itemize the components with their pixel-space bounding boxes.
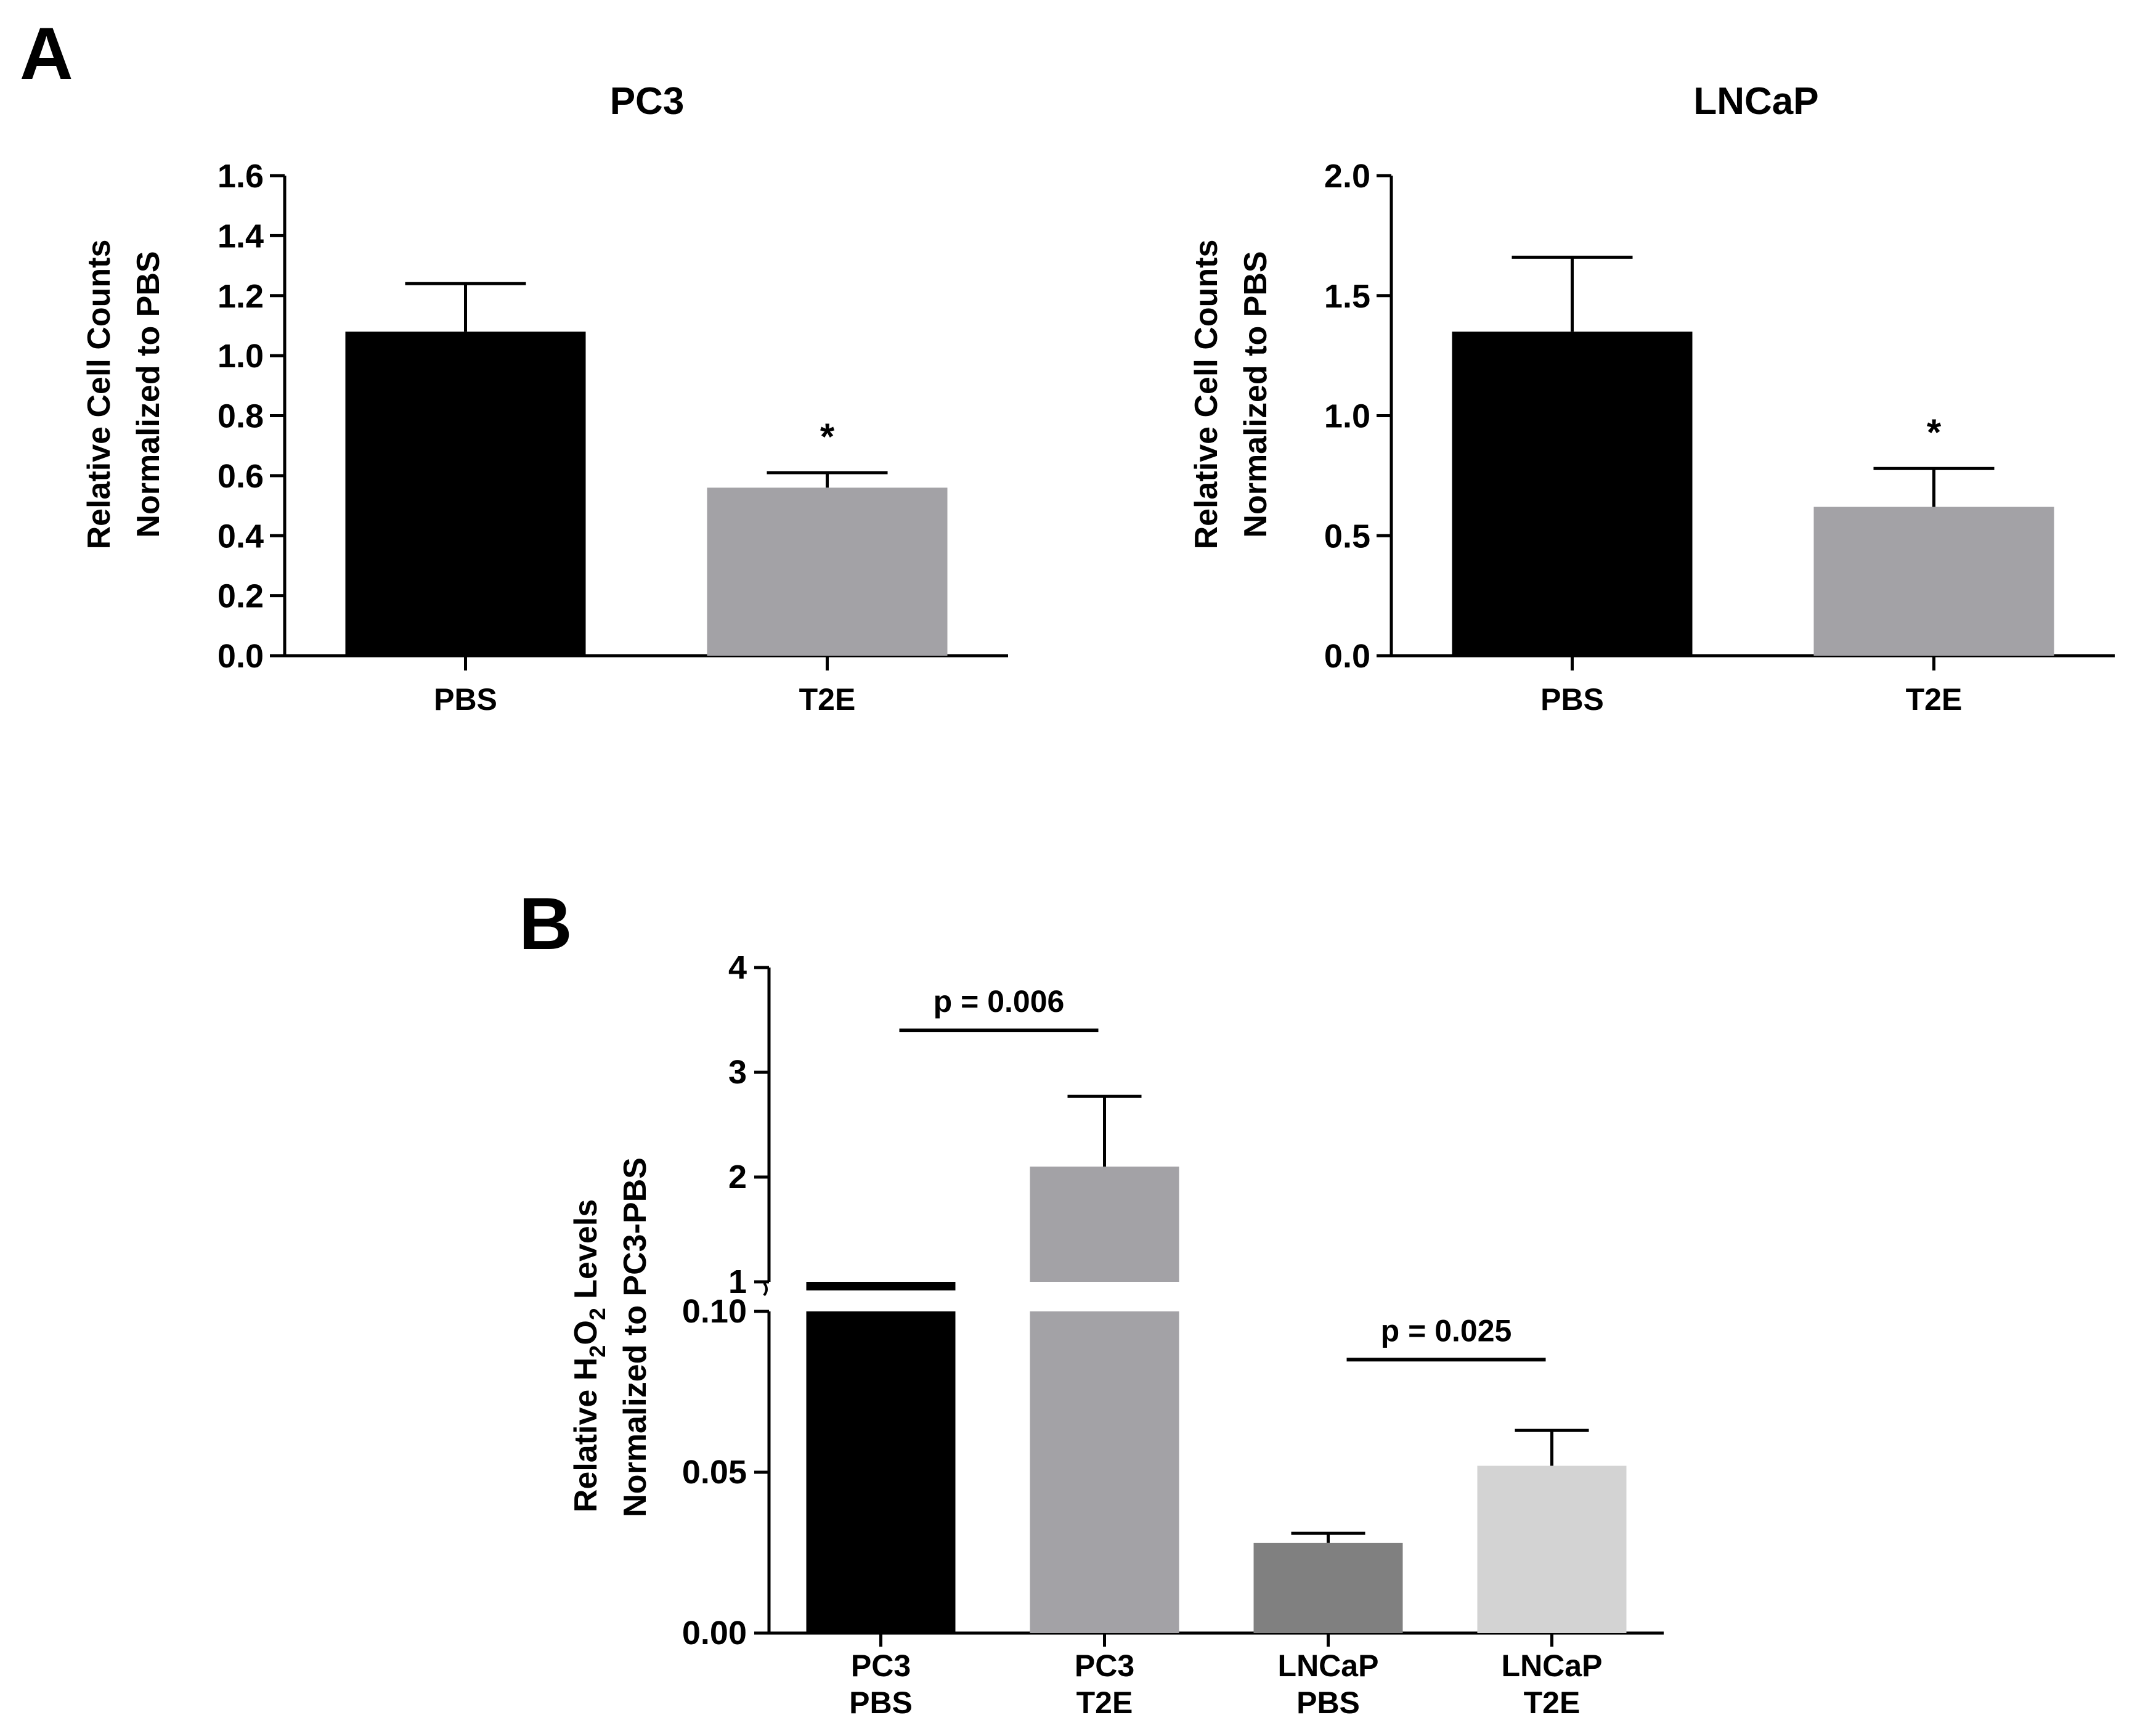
bar-lncap-pbs (1253, 1542, 1403, 1633)
y-axis-title-post: Levels (568, 1199, 604, 1308)
significance-star: * (1927, 412, 1942, 453)
y-tick-label-upper: 4 (728, 949, 747, 986)
bar-pbs (345, 332, 586, 656)
y-tick-label: 0.8 (218, 398, 264, 435)
bar-pc3-pbs-lower (806, 1311, 956, 1633)
x-tick-label-line2: PBS (1296, 1685, 1360, 1720)
y-tick-label: 1.2 (218, 278, 264, 315)
bar-pc3-t2e-upper (1030, 1167, 1179, 1282)
y-tick-label-upper: 1 (728, 1263, 747, 1300)
y-axis-title-mid: O (568, 1320, 604, 1345)
y-axis-title-pre: Relative H (568, 1358, 604, 1512)
chart-title: LNCaP (1693, 80, 1818, 123)
y-tick-label: 0.5 (1324, 518, 1370, 555)
bar-t2e (1813, 507, 2054, 656)
y-axis-title-line2: Normalized to PBS (1238, 251, 1274, 537)
y-tick-label-lower: 0.00 (682, 1615, 747, 1652)
bar-pc3-t2e-lower (1030, 1311, 1179, 1633)
chart-title: PC3 (610, 80, 685, 123)
y-axis-title-line1: Relative Cell Counts (1189, 240, 1224, 550)
x-tick-label-line1: LNCaP (1502, 1648, 1603, 1683)
x-tick-label: PBS (1540, 682, 1604, 717)
x-tick-label-line1: PC3 (851, 1648, 911, 1683)
x-tick-label: T2E (1906, 682, 1963, 717)
p-value-label: p = 0.025 (1381, 1313, 1512, 1348)
y-tick-label-lower: 0.10 (682, 1293, 747, 1330)
chart-pc3-cell-counts: PC3 Relative Cell Counts Normalized to P… (81, 80, 1008, 717)
chart-h2o2-levels: Relative H2O2 Levels Normalized to PC3-P… (568, 949, 1664, 1720)
y-tick-label: 0.6 (218, 458, 264, 495)
y-axis-title-line1: Relative H2O2 Levels (568, 1199, 610, 1512)
y-axis-title-sub2: 2 (585, 1308, 610, 1320)
y-axis-title-line1: Relative Cell Counts (81, 240, 117, 550)
panel-label-a: A (20, 12, 73, 95)
y-tick-label: 1.0 (218, 338, 264, 375)
y-tick-label: 0.4 (218, 518, 264, 555)
x-tick-label: T2E (799, 682, 856, 717)
y-axis-title-line2: Normalized to PC3-PBS (617, 1157, 653, 1517)
y-tick-label-lower: 0.05 (682, 1454, 747, 1491)
x-tick-label-line2: T2E (1524, 1685, 1581, 1720)
y-tick-label: 0.2 (218, 578, 264, 615)
y-tick-label: 0.0 (1324, 638, 1370, 675)
p-value-label: p = 0.006 (934, 984, 1065, 1019)
y-tick-label: 2.0 (1324, 158, 1370, 195)
bar-t2e (707, 487, 948, 656)
y-axis-title-line2: Normalized to PBS (131, 251, 166, 537)
significance-star: * (820, 416, 835, 457)
bar-pc3-pbs-upper (806, 1282, 956, 1290)
y-tick-label: 1.0 (1324, 398, 1370, 435)
y-tick-label: 1.6 (218, 158, 264, 195)
x-tick-label-line1: LNCaP (1278, 1648, 1379, 1683)
x-tick-label: PBS (434, 682, 497, 717)
x-tick-label-line1: PC3 (1075, 1648, 1134, 1683)
chart-lncap-cell-counts: LNCaP Relative Cell Counts Normalized to… (1189, 80, 2115, 717)
y-axis-title-sub1: 2 (585, 1345, 610, 1358)
x-tick-label-line2: PBS (849, 1685, 913, 1720)
y-tick-label: 0.0 (218, 638, 264, 675)
y-tick-label-upper: 3 (728, 1054, 747, 1091)
x-tick-label-line2: T2E (1076, 1685, 1133, 1720)
axis-break-mark (763, 1282, 768, 1297)
bar-pbs (1452, 332, 1693, 656)
y-tick-label: 1.5 (1324, 278, 1370, 315)
bar-lncap-t2e (1477, 1465, 1627, 1633)
panel-label-b: B (519, 882, 572, 965)
y-tick-label: 1.4 (218, 218, 264, 255)
y-tick-label-upper: 2 (728, 1159, 747, 1196)
